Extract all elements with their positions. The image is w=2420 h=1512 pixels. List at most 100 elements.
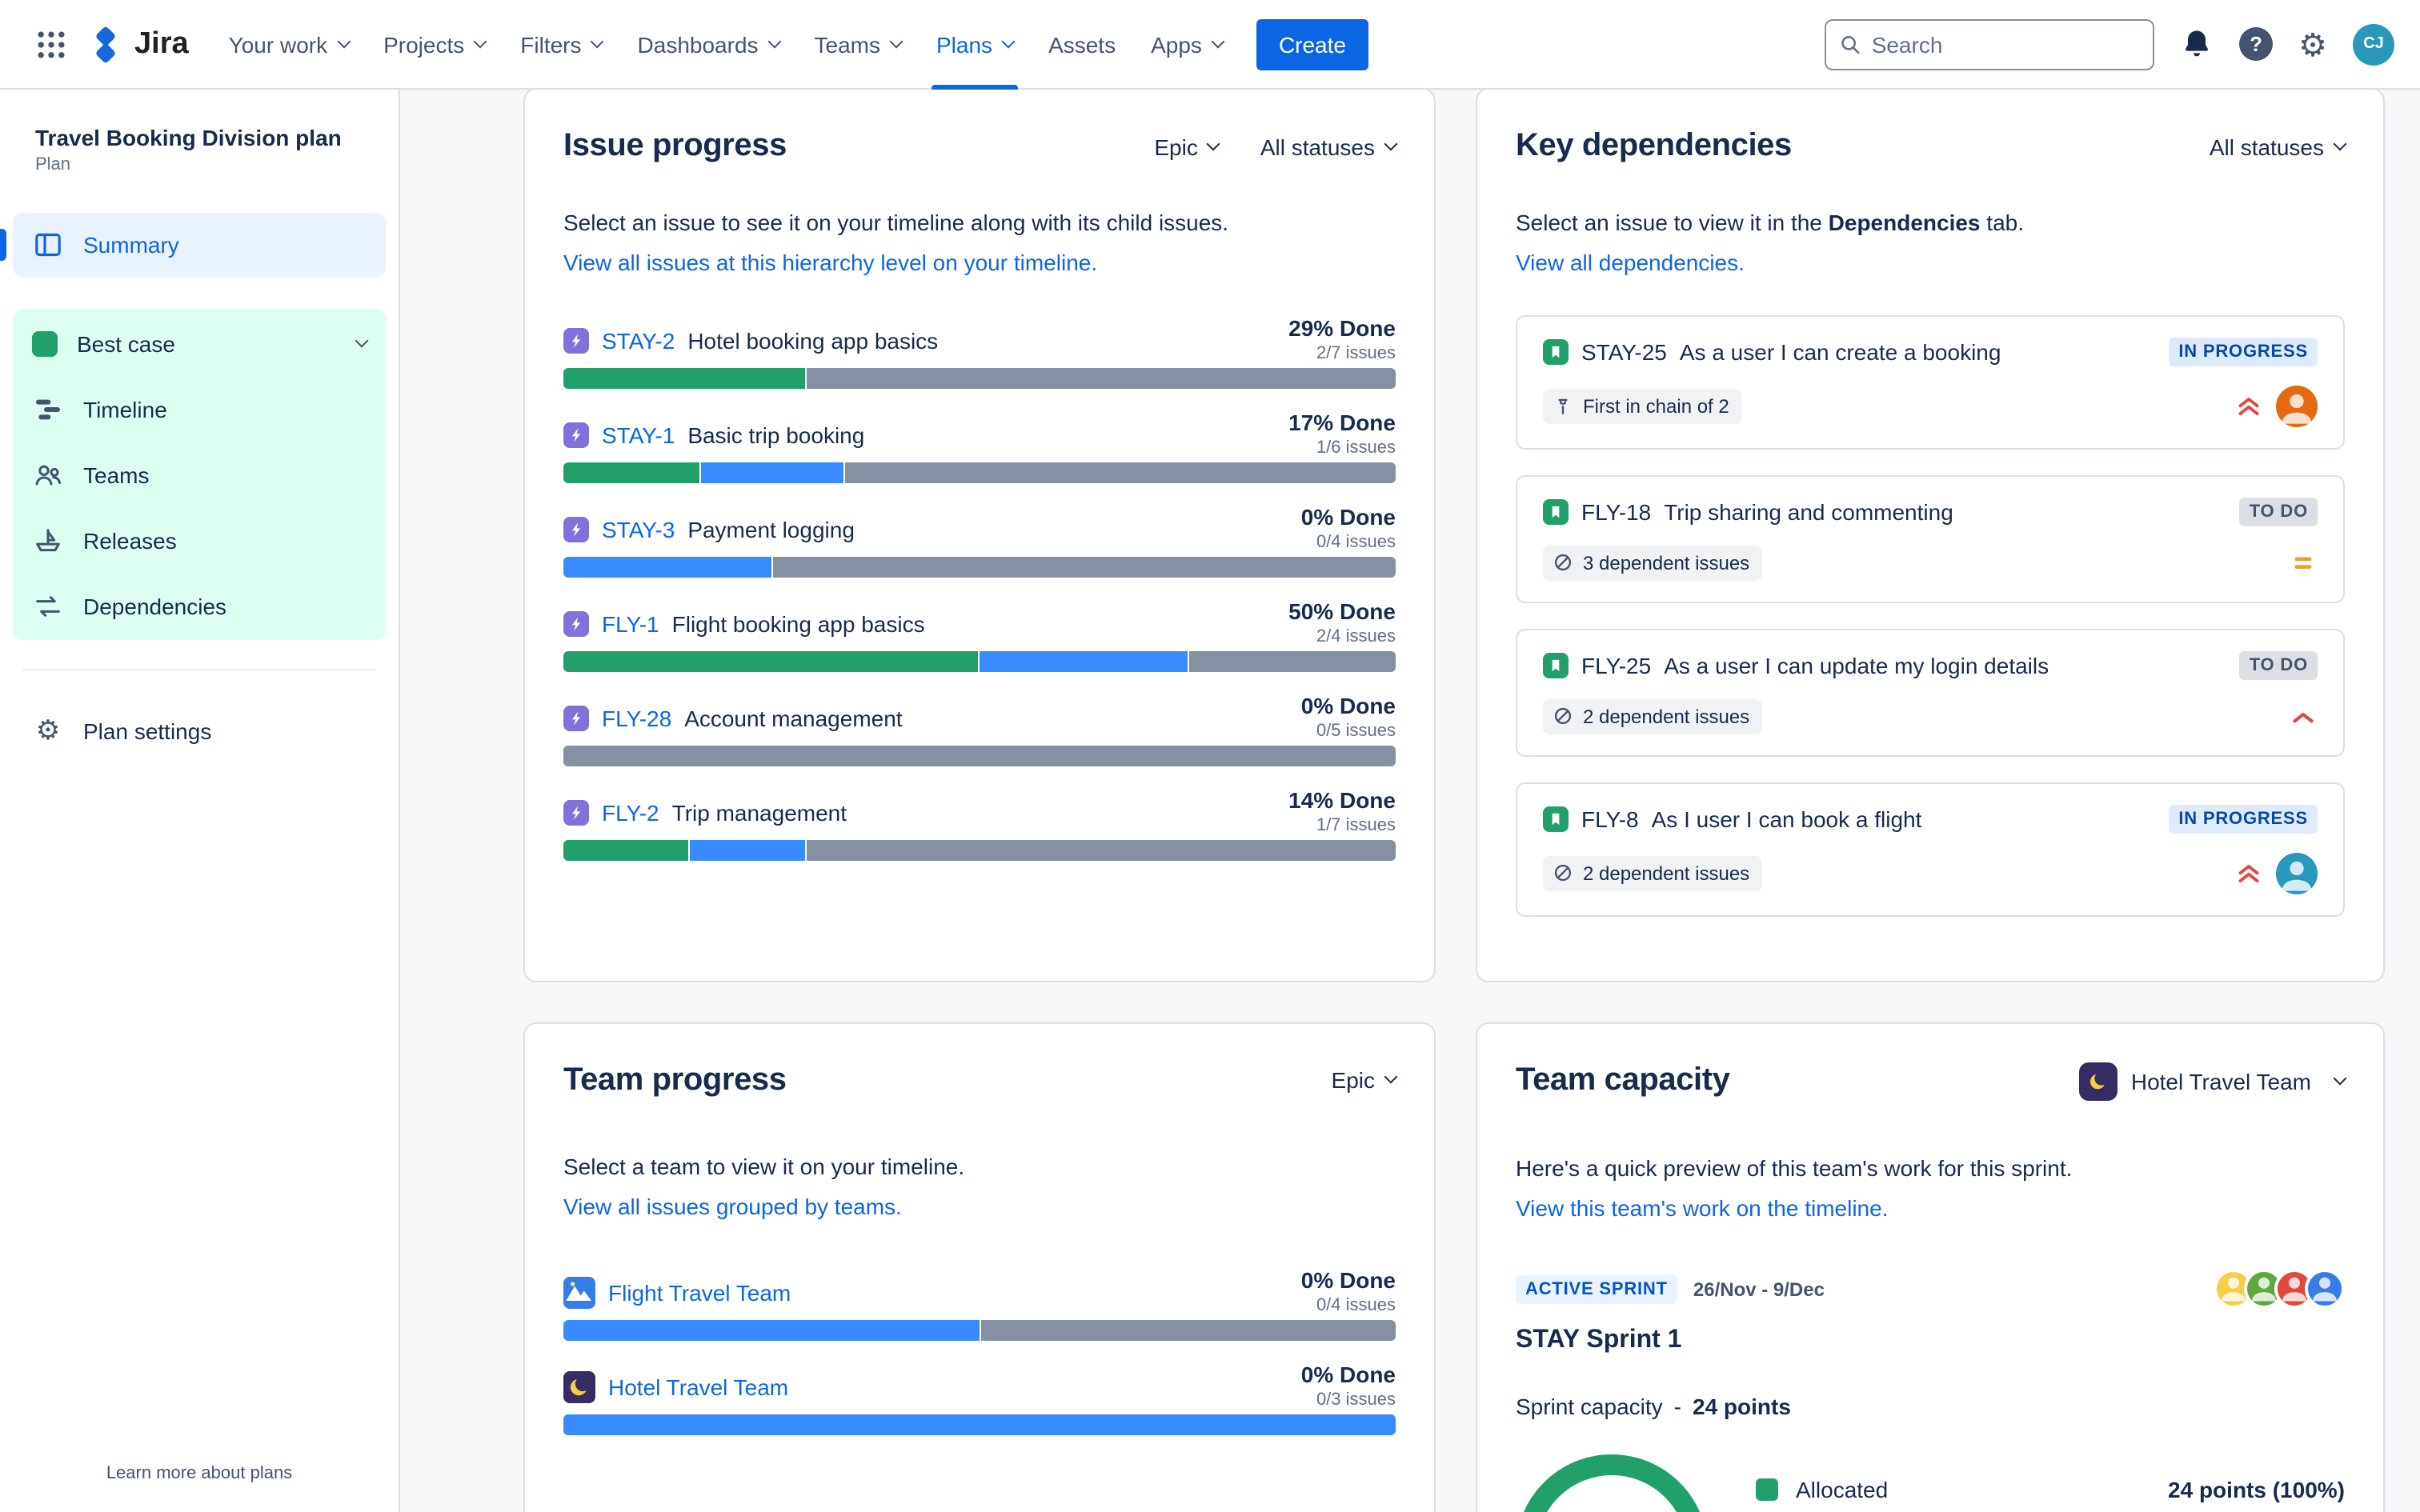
sidebar-item-label: Releases xyxy=(83,527,177,553)
issue-count: 0/4 issues xyxy=(1316,532,1396,552)
notifications-bell-icon[interactable] xyxy=(2180,27,2214,61)
dependency-item[interactable]: FLY-25 As a user I can update my login d… xyxy=(1516,628,2345,757)
progress-segment-inprogress xyxy=(701,462,843,483)
dependency-item[interactable]: FLY-8 As I user I can book a flight IN P… xyxy=(1516,782,2345,917)
progress-segment-inprogress xyxy=(980,650,1187,672)
issue-count: 0/3 issues xyxy=(1316,1390,1396,1410)
nav-item-apps[interactable]: Apps xyxy=(1133,0,1240,89)
nav-label: Assets xyxy=(1048,31,1116,57)
create-button[interactable]: Create xyxy=(1256,18,1368,70)
percent-done: 0% Done xyxy=(1300,692,1396,718)
progress-segment-inprogress xyxy=(563,1320,979,1342)
team-capacity-card: Team capacity Hotel Travel Team Here's a… xyxy=(1476,1022,2385,1512)
nav-item-assets[interactable]: Assets xyxy=(1031,0,1133,89)
view-team-timeline-link[interactable]: View this team's work on the timeline. xyxy=(1516,1194,1889,1221)
scenario-selector[interactable]: Best case xyxy=(13,310,386,376)
issue-progress-list: STAY-2 Hotel booking app basics 29% Done… xyxy=(563,314,1396,861)
hierarchy-level-dropdown[interactable]: Epic xyxy=(1154,134,1221,159)
issue-summary: As a user I can create a booking xyxy=(1679,338,2001,365)
issue-key-link[interactable]: FLY-2 xyxy=(602,799,659,826)
learn-more-link[interactable]: Learn more about plans xyxy=(106,1464,293,1483)
sidebar-item-releases[interactable]: Releases xyxy=(13,507,386,573)
nav-item-teams[interactable]: Teams xyxy=(797,0,919,89)
sidebar-item-summary[interactable]: Summary xyxy=(0,213,386,277)
team-name-link[interactable]: Hotel Travel Team xyxy=(608,1374,789,1401)
priority-highest-icon xyxy=(2238,397,2259,415)
jira-logo[interactable]: Jira xyxy=(86,25,189,63)
issue-key-link[interactable]: STAY-3 xyxy=(602,516,675,542)
progress-segment-inprogress xyxy=(689,839,806,861)
issue-progress-card: Issue progress Epic All statuses Select … xyxy=(523,90,1436,982)
progress-bar xyxy=(563,556,1396,578)
status-filter-dropdown[interactable]: All statuses xyxy=(1260,134,1398,159)
help-icon[interactable]: ? xyxy=(2239,27,2274,61)
issue-key-link[interactable]: FLY-1 xyxy=(602,610,659,637)
dropdown-value: All statuses xyxy=(1260,134,1375,159)
dropdown-value: Epic xyxy=(1331,1067,1375,1094)
nav-item-filters[interactable]: Filters xyxy=(503,0,619,89)
plan-sidebar: Travel Booking Division plan Plan Summar… xyxy=(0,90,400,1512)
allocated-swatch xyxy=(1756,1478,1778,1502)
progress-bar xyxy=(563,1414,1396,1436)
sidebar-item-timeline[interactable]: Timeline xyxy=(13,376,386,442)
hotel-team-avatar xyxy=(2079,1062,2118,1101)
chevron-down-icon xyxy=(767,34,782,48)
avatar-initials: CJ xyxy=(2363,35,2384,53)
sidebar-item-dependencies[interactable]: Dependencies xyxy=(13,573,386,638)
help-glyph: ? xyxy=(2250,32,2263,56)
hierarchy-level-dropdown[interactable]: Epic xyxy=(1331,1067,1398,1094)
assignee-avatar xyxy=(2276,852,2318,894)
nav-item-plans[interactable]: Plans xyxy=(919,0,1031,89)
capacity-visualization: 100% Allocated Allocated 24 points (100%… xyxy=(1516,1454,2345,1512)
search-icon xyxy=(1841,35,1860,54)
card-title: Issue progress xyxy=(563,128,787,163)
progress-segment-todo xyxy=(563,745,1396,766)
view-issues-by-team-link[interactable]: View all issues grouped by teams. xyxy=(563,1193,902,1219)
story-icon xyxy=(1543,652,1569,678)
pin-icon xyxy=(1558,398,1568,415)
view-all-dependencies-link[interactable]: View all dependencies. xyxy=(1516,250,1745,276)
issue-summary: Trip sharing and commenting xyxy=(1664,498,1953,525)
search-input[interactable] xyxy=(1871,31,2141,57)
issue-key-link[interactable]: STAY-1 xyxy=(602,422,675,448)
card-title: Key dependencies xyxy=(1516,128,1792,163)
epic-icon xyxy=(563,422,589,448)
issue-summary: Flight booking app basics xyxy=(671,610,925,637)
chip-label: 2 dependent issues xyxy=(1583,862,1750,885)
dependency-item[interactable]: STAY-25 As a user I can create a booking… xyxy=(1516,314,2345,450)
nav-item-your-work[interactable]: Your work xyxy=(211,0,367,89)
card-title: Team progress xyxy=(563,1062,787,1098)
dependency-item[interactable]: FLY-18 Trip sharing and commenting TO DO… xyxy=(1516,474,2345,603)
team-selector-dropdown[interactable]: Hotel Travel Team xyxy=(2079,1062,2347,1101)
sidebar-item-plan-settings[interactable]: ⚙ Plan settings xyxy=(13,699,386,763)
chevron-down-icon xyxy=(473,34,487,48)
grid-dots-icon xyxy=(38,30,65,58)
description-text: Select an issue to view it in the xyxy=(1516,210,1829,235)
team-name-link[interactable]: Flight Travel Team xyxy=(608,1280,791,1306)
settings-gear-icon[interactable]: ⚙ xyxy=(2298,25,2327,63)
issue-key-link[interactable]: FLY-28 xyxy=(602,705,672,731)
nav-item-dashboards[interactable]: Dashboards xyxy=(620,0,797,89)
capacity-separator: - xyxy=(1673,1394,1681,1420)
chevron-down-icon xyxy=(2333,1070,2347,1085)
status-lozenge: IN PROGRESS xyxy=(2169,804,2318,834)
status-filter-dropdown[interactable]: All statuses xyxy=(2210,134,2347,159)
user-avatar[interactable]: CJ xyxy=(2353,23,2394,65)
story-icon xyxy=(1543,338,1569,365)
app-switcher-icon[interactable] xyxy=(26,18,77,70)
issue-key-link[interactable]: STAY-2 xyxy=(602,327,675,354)
global-search[interactable] xyxy=(1825,18,2155,70)
legend-label: Allocated xyxy=(1796,1477,1889,1503)
scenario-color-swatch xyxy=(32,330,58,356)
nav-label: Apps xyxy=(1151,31,1202,57)
issue-progress-row: STAY-3 Payment logging 0% Done 0/4 issue… xyxy=(563,503,1396,578)
progress-segment-inprogress xyxy=(563,1414,1396,1436)
progress-segment-done xyxy=(563,462,700,483)
nav-label: Plans xyxy=(936,31,993,57)
progress-segment-todo xyxy=(806,367,1396,389)
dropdown-value: Hotel Travel Team xyxy=(2130,1068,2311,1094)
sidebar-item-teams[interactable]: Teams xyxy=(13,442,386,507)
view-all-issues-link[interactable]: View all issues at this hierarchy level … xyxy=(563,250,1098,276)
nav-item-projects[interactable]: Projects xyxy=(366,0,503,89)
dependent-issues-chip: 2 dependent issues xyxy=(1543,698,1763,734)
